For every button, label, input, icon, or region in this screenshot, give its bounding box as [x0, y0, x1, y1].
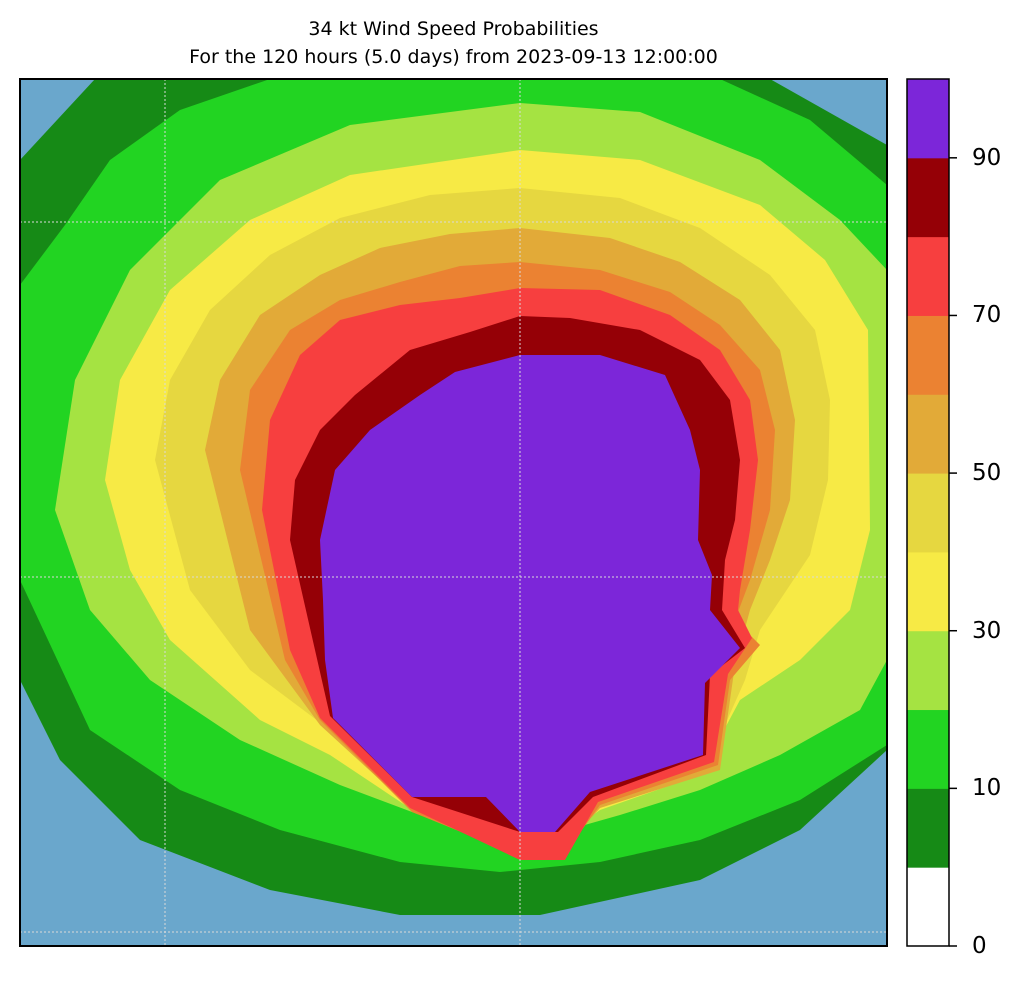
band-90-100: [320, 355, 740, 832]
colorbar-tick-label: 70: [972, 302, 1002, 329]
colorbar-cell: [907, 709, 949, 789]
colorbar-cell: [907, 394, 949, 474]
colorbar-cell: [907, 473, 949, 553]
colorbar-cell: [907, 157, 949, 238]
colorbar-tick-label: 90: [972, 144, 1002, 171]
colorbar-cell: [907, 79, 949, 159]
colorbar-cell: [907, 788, 949, 868]
colorbar-tick-label: 30: [972, 617, 1002, 644]
plot-frame: [19, 78, 888, 947]
colorbar-cell: [907, 315, 949, 395]
colorbar-cell: [907, 236, 949, 316]
gridlines: [20, 79, 887, 946]
chart-title: 34 kt Wind Speed Probabilities: [308, 18, 599, 40]
chart-subtitle: For the 120 hours (5.0 days) from 2023-0…: [189, 46, 718, 68]
colorbar-tick-label: 10: [972, 775, 1002, 802]
colorbar-tick-label: 0: [972, 933, 987, 959]
colorbar-cell: [907, 630, 949, 711]
colorbar-tick-label: 50: [972, 460, 1002, 487]
colorbar-frame: [906, 78, 950, 947]
colorbar-cell: [907, 867, 949, 947]
colorbar-cell: [907, 551, 949, 632]
